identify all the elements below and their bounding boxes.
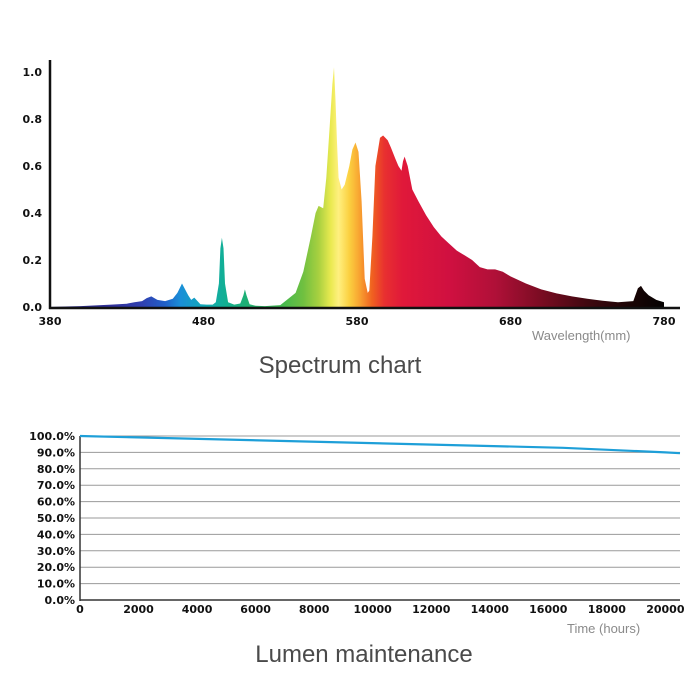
lumen-y-tick-label: 90.0% [37, 446, 75, 459]
spectrum-x-tick-label: 480 [192, 315, 215, 328]
lumen-x-tick-label: 18000 [588, 603, 627, 616]
lumen-chart: 0.0% 10.0% 20.0% 30.0% 40.0% 50.0% 60.0% 70.0% 8… [29, 430, 685, 668]
lumen-y-tick-label: 60.0% [37, 496, 75, 509]
spectrum-y-tick-label: 0.0 [23, 301, 43, 314]
spectrum-x-ticks: 380 480 580 680 780 [39, 315, 676, 328]
lumen-y-tick-label: 10.0% [37, 578, 75, 591]
lumen-y-tick-label: 80.0% [37, 463, 75, 476]
lumen-title: Lumen maintenance [255, 641, 472, 668]
spectrum-area [50, 67, 664, 307]
spectrum-y-ticks: 0.0 0.2 0.4 0.6 0.8 1.0 [23, 66, 43, 314]
lumen-y-tick-label: 40.0% [37, 528, 75, 541]
spectrum-x-label: Wavelength(mm) [532, 328, 630, 343]
spectrum-y-tick-label: 0.4 [23, 207, 43, 220]
spectrum-x-tick-label: 780 [653, 315, 676, 328]
spectrum-y-tick-label: 1.0 [23, 66, 43, 79]
spectrum-chart: 0.0 0.2 0.4 0.6 0.8 1.0 380 480 580 680 780 Wavel… [23, 60, 680, 379]
lumen-gridlines [80, 435, 680, 601]
lumen-y-ticks: 0.0% 10.0% 20.0% 30.0% 40.0% 50.0% 60.0% 70.0% 8… [29, 430, 75, 607]
spectrum-title: Spectrum chart [259, 352, 422, 379]
lumen-y-tick-label: 50.0% [37, 512, 75, 525]
spectrum-y-tick-label: 0.8 [23, 113, 43, 126]
lumen-x-label: Time (hours) [567, 621, 640, 636]
lumen-x-tick-label: 20000 [646, 603, 685, 616]
lumen-x-tick-label: 0 [76, 603, 84, 616]
spectrum-x-tick-label: 680 [499, 315, 522, 328]
lumen-x-tick-label: 14000 [471, 603, 510, 616]
lumen-x-tick-label: 16000 [529, 603, 568, 616]
lumen-x-ticks: 0 2000 4000 6000 8000 10000 12000 14000 16000 180… [76, 603, 685, 616]
lumen-y-tick-label: 70.0% [37, 479, 75, 492]
spectrum-y-tick-label: 0.2 [23, 254, 43, 267]
spectrum-x-tick-label: 580 [346, 315, 369, 328]
lumen-x-tick-label: 10000 [354, 603, 393, 616]
spectrum-y-tick-label: 0.6 [23, 160, 43, 173]
spectrum-x-tick-label: 380 [39, 315, 62, 328]
lumen-x-tick-label: 2000 [123, 603, 154, 616]
lumen-series-line [79, 434, 681, 455]
lumen-y-tick-label: 100.0% [29, 430, 75, 443]
lumen-x-tick-label: 8000 [299, 603, 330, 616]
lumen-y-tick-label: 20.0% [37, 561, 75, 574]
lumen-y-tick-label: 0.0% [44, 594, 75, 607]
lumen-x-tick-label: 12000 [412, 603, 451, 616]
lumen-y-tick-label: 30.0% [37, 545, 75, 558]
lumen-x-tick-label: 6000 [240, 603, 271, 616]
lumen-x-tick-label: 4000 [182, 603, 213, 616]
